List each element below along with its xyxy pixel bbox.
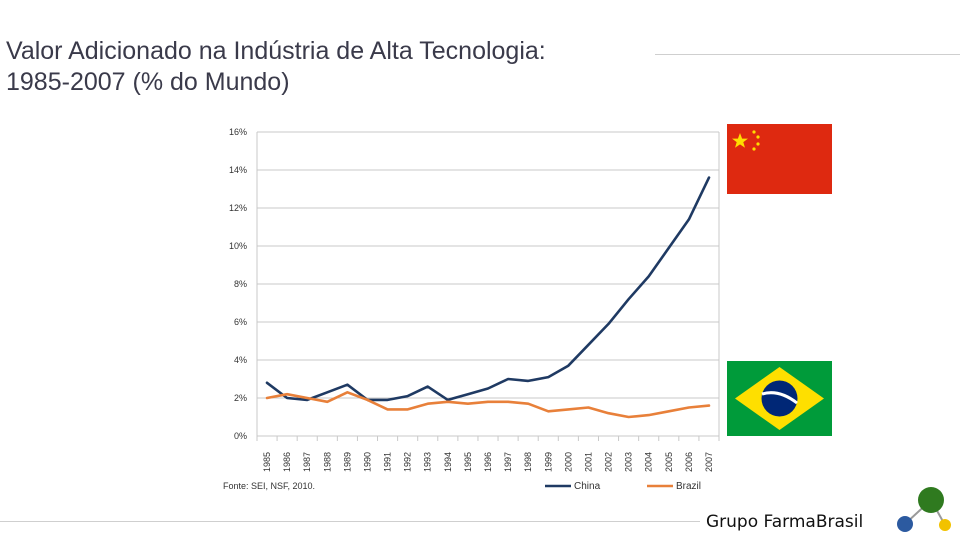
x-tick-label: 2006 — [684, 452, 694, 472]
x-tick-label: 2002 — [604, 452, 614, 472]
slide-title-line1: Valor Adicionado na Indústria de Alta Te… — [6, 37, 546, 65]
x-tick-label: 2003 — [624, 452, 634, 472]
legend-label-china: China — [574, 481, 601, 492]
x-tick-label: 2004 — [644, 452, 654, 472]
china-flag — [727, 124, 832, 194]
bottom-divider — [0, 521, 700, 522]
y-tick-label: 16% — [229, 127, 247, 137]
y-tick-label: 0% — [234, 431, 247, 441]
y-tick-label: 14% — [229, 165, 247, 175]
x-tick-label: 1996 — [483, 452, 493, 472]
x-tick-label: 2007 — [704, 452, 714, 472]
legend-label-brazil: Brazil — [676, 481, 701, 492]
brazil-flag-globe — [761, 380, 798, 417]
brazil-flag-band — [761, 391, 798, 405]
x-tick-label: 1991 — [383, 452, 393, 472]
x-tick-label: 1987 — [302, 452, 312, 472]
line-chart: 0% 2% 4% 6% 8% 10% 12% 14% 16% 1985 1986 1987 1988 19… — [223, 127, 720, 492]
logo-green-circle — [918, 487, 944, 513]
x-tick-label: 1993 — [423, 452, 433, 472]
logo-yellow-circle — [939, 519, 951, 531]
china-flag-background — [727, 124, 832, 194]
x-tick-label: 1986 — [282, 452, 292, 472]
series-line-brazil — [265, 390, 711, 419]
china-flag-small-star — [756, 142, 760, 146]
x-tick-label: 1985 — [262, 452, 272, 472]
y-tick-label: 4% — [234, 355, 247, 365]
x-tick-label: 1995 — [463, 452, 473, 472]
x-tick-label: 2000 — [563, 452, 573, 472]
slide-title-line2: 1985-2007 (% do Mundo) — [6, 68, 290, 96]
chart-source-note: Fonte: SEI, NSF, 2010. — [223, 481, 315, 491]
top-divider — [655, 54, 960, 55]
series-line-china — [265, 176, 711, 402]
x-tick-label: 2005 — [664, 452, 674, 472]
x-tick-label: 1999 — [543, 452, 553, 472]
brand-logo — [897, 487, 951, 532]
x-tick-label: 1998 — [523, 452, 533, 472]
x-tick-label: 1997 — [503, 452, 513, 472]
y-tick-label: 10% — [229, 241, 247, 251]
slide-title: Valor Adicionado na Indústria de Alta Te… — [6, 36, 646, 98]
china-flag-small-star — [756, 135, 760, 139]
y-tick-label: 6% — [234, 317, 247, 327]
y-tick-label: 2% — [234, 393, 247, 403]
y-tick-label: 8% — [234, 279, 247, 289]
china-flag-big-star — [732, 133, 748, 148]
x-tick-label: 1988 — [322, 452, 332, 472]
logo-blue-circle — [897, 516, 913, 532]
x-tick-label: 1990 — [362, 452, 372, 472]
x-tick-label: 1994 — [443, 452, 453, 472]
x-tick-label: 1989 — [342, 452, 352, 472]
brand-name: Grupo FarmaBrasil — [706, 512, 864, 532]
china-flag-small-star — [752, 147, 756, 151]
x-tick-label: 2001 — [583, 452, 593, 472]
y-tick-label: 12% — [229, 203, 247, 213]
x-tick-label: 1992 — [403, 452, 413, 472]
china-flag-small-star — [752, 130, 756, 134]
brazil-flag — [727, 361, 832, 436]
